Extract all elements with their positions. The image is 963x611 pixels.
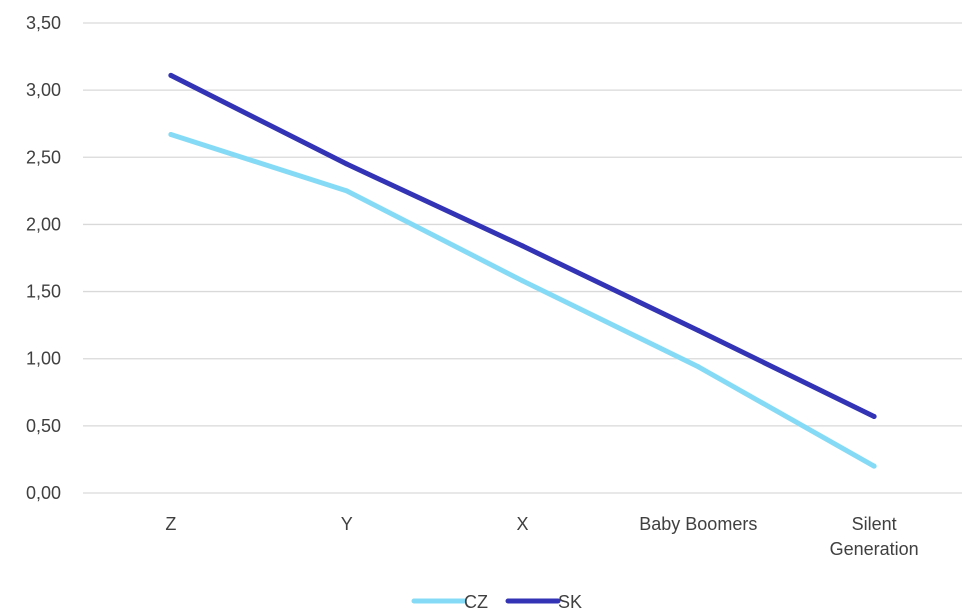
legend: CZ SK [411,592,582,611]
data-point-sk [344,161,350,167]
y-tick-label: 0,00 [26,483,61,503]
data-point-sk [871,413,877,419]
legend-label-cz: CZ [464,592,488,611]
y-axis-ticks: 0,00 0,50 1,00 1,50 2,00 2,50 3,00 3,50 [26,13,61,503]
y-tick-label: 2,50 [26,147,61,167]
y-tick-label: 2,00 [26,214,61,234]
x-tick-label: Y [341,514,353,534]
data-point-cz [695,364,701,370]
data-point-cz [520,278,525,284]
series-lines [168,72,877,469]
x-tick-label: Z [165,514,176,534]
series-line-cz [168,131,877,469]
y-tick-label: 3,00 [26,80,61,100]
gridlines [83,22,962,494]
x-axis-ticks: Z Y X Baby Boomers Silent Generation [165,514,918,559]
data-point-cz [344,188,350,194]
y-tick-label: 1,50 [26,282,61,302]
x-tick-label: Baby Boomers [639,514,757,534]
data-point-sk [168,72,174,78]
data-point-cz [168,131,174,137]
x-tick-label: X [516,514,528,534]
y-tick-label: 3,50 [26,13,61,33]
y-tick-label: 0,50 [26,416,61,436]
data-point-sk [695,328,701,334]
data-point-sk [520,243,525,249]
y-tick-label: 1,00 [26,349,61,369]
x-tick-label: Silent Generation [830,514,919,559]
legend-label-sk: SK [558,592,582,611]
data-point-cz [871,463,877,469]
